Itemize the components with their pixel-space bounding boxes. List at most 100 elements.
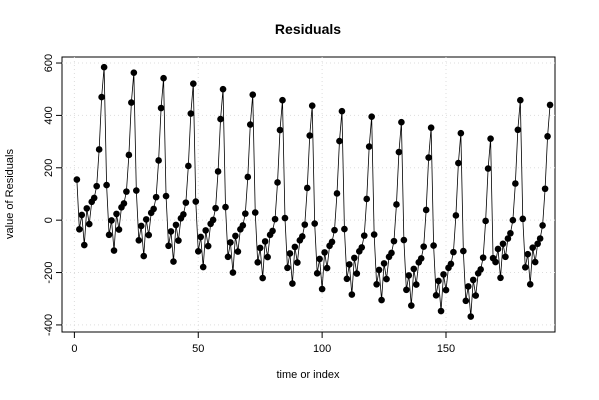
data-point: [358, 244, 366, 251]
data-point: [271, 215, 279, 223]
data-point: [160, 74, 167, 82]
data-point: [289, 280, 296, 287]
data-point: [383, 275, 390, 283]
data-point: [120, 200, 128, 207]
data-point: [162, 192, 170, 200]
data-point: [400, 236, 408, 244]
data-point: [435, 277, 442, 285]
data-point: [110, 247, 118, 254]
data-point: [541, 185, 549, 193]
data-point: [172, 221, 180, 229]
data-point: [531, 258, 539, 266]
data-point: [323, 264, 331, 272]
data-point: [393, 201, 400, 208]
data-point: [395, 148, 403, 156]
data-point: [331, 226, 338, 234]
data-point: [76, 226, 83, 233]
data-point: [308, 102, 316, 110]
data-point: [425, 154, 432, 161]
data-point: [430, 242, 437, 249]
data-point: [464, 283, 472, 290]
data-point: [78, 211, 86, 219]
data-point: [373, 281, 380, 288]
chart-title: Residuals: [275, 21, 341, 37]
data-point: [100, 63, 108, 71]
data-point: [375, 266, 383, 274]
data-point: [227, 239, 234, 246]
data-point: [536, 235, 544, 242]
data-point: [232, 232, 239, 240]
data-point: [80, 241, 88, 249]
data-point: [303, 184, 311, 192]
data-point: [521, 264, 529, 271]
data-point: [514, 126, 522, 134]
data-point: [351, 254, 358, 262]
data-point: [380, 260, 388, 267]
y-tick-label: 200: [43, 159, 55, 177]
data-point: [432, 292, 440, 299]
data-point: [93, 182, 100, 190]
data-point: [85, 220, 93, 228]
data-point: [462, 297, 470, 305]
data-point: [95, 146, 103, 153]
data-point: [398, 118, 405, 126]
data-point: [492, 258, 499, 266]
data-point: [363, 195, 371, 203]
data-point: [378, 296, 385, 304]
y-tick-label: -400: [43, 314, 55, 336]
data-point: [472, 292, 480, 299]
x-tick-label: 0: [71, 343, 77, 355]
data-point: [318, 285, 326, 293]
data-point: [365, 143, 373, 150]
x-tick-label: 100: [313, 343, 331, 355]
data-point: [504, 235, 512, 242]
data-point: [526, 281, 534, 288]
data-point: [390, 237, 398, 245]
x-tick-label: 150: [437, 343, 455, 355]
data-point: [284, 264, 291, 272]
x-axis-label: time or index: [277, 369, 340, 381]
data-point: [336, 137, 343, 145]
data-point: [494, 245, 502, 253]
data-point: [152, 193, 160, 201]
data-point: [199, 263, 207, 271]
data-point: [194, 248, 202, 255]
data-point: [103, 181, 110, 189]
data-point: [73, 176, 81, 183]
data-point: [219, 85, 227, 93]
data-point: [316, 255, 323, 263]
y-tick-label: -200: [43, 262, 55, 284]
data-point: [242, 210, 249, 217]
data-point: [447, 260, 455, 268]
data-point: [222, 203, 229, 211]
data-point: [467, 313, 475, 320]
data-point: [301, 221, 309, 228]
data-point: [417, 255, 425, 262]
data-point: [90, 194, 98, 202]
data-point: [133, 187, 140, 194]
data-point: [125, 151, 133, 159]
data-point: [128, 99, 135, 106]
data-point: [170, 258, 177, 265]
data-point: [251, 209, 259, 216]
data-point: [333, 190, 341, 197]
data-point: [113, 210, 120, 218]
data-point: [346, 261, 353, 268]
data-point: [509, 216, 517, 224]
data-point: [83, 205, 91, 212]
data-point: [259, 274, 266, 282]
data-point: [217, 115, 224, 123]
data-point: [388, 249, 395, 257]
data-point: [457, 129, 465, 137]
data-point: [274, 179, 281, 186]
data-point: [249, 91, 257, 99]
x-tick-label: 50: [192, 343, 204, 355]
data-point: [460, 247, 467, 255]
data-point: [484, 165, 492, 172]
data-point: [452, 212, 460, 219]
data-point: [185, 162, 192, 170]
data-point: [137, 222, 145, 230]
plot-box: [61, 56, 556, 333]
data-point: [254, 259, 262, 266]
